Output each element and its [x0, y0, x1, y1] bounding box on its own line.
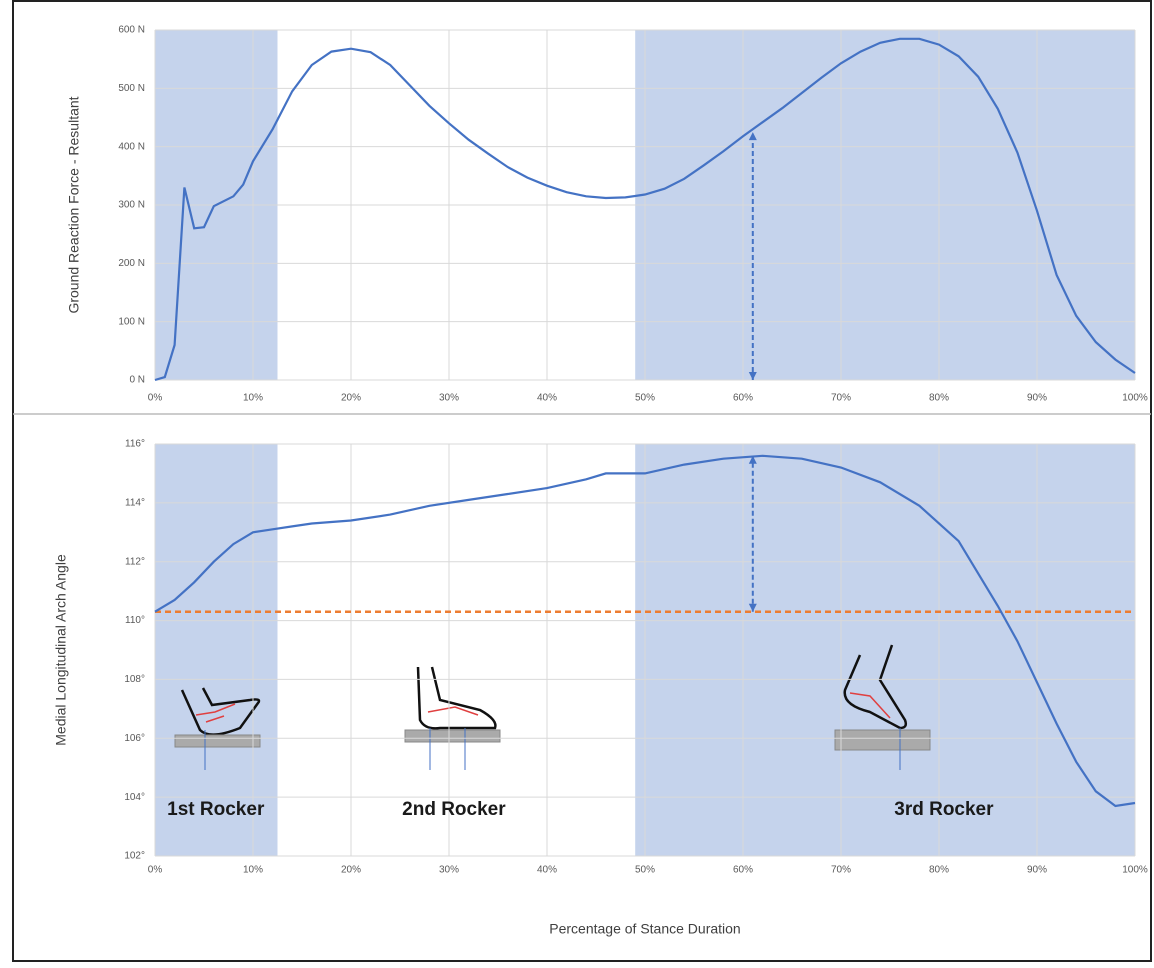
y-tick-label: 116°: [125, 439, 145, 450]
y-axis-title: Ground Reaction Force - Resultant: [66, 96, 82, 313]
foot-icon-2: [405, 667, 500, 770]
x-tick-label: 100%: [1122, 865, 1148, 876]
y-tick-label: 100 N: [118, 316, 145, 327]
x-tick-label: 10%: [243, 393, 263, 404]
x-tick-label: 90%: [1027, 865, 1047, 876]
x-tick-label: 20%: [341, 865, 361, 876]
y-tick-label: 600 N: [118, 25, 145, 36]
x-tick-label: 80%: [929, 393, 949, 404]
y-tick-label: 106°: [124, 733, 145, 744]
x-tick-label: 90%: [1027, 393, 1047, 404]
x-tick-label: 0%: [148, 393, 163, 404]
x-tick-label: 40%: [537, 865, 557, 876]
y-tick-label: 400 N: [118, 141, 145, 152]
rocker-label: 3rd Rocker: [894, 799, 994, 820]
x-tick-label: 10%: [243, 865, 263, 876]
y-tick-label: 200 N: [118, 258, 145, 269]
x-tick-label: 30%: [439, 865, 459, 876]
x-tick-label: 60%: [733, 865, 753, 876]
y-tick-label: 500 N: [118, 83, 145, 94]
y-tick-label: 102°: [124, 851, 145, 862]
chart: 0 N 100 N 200 N 300 N 400 N 500 N 600 N 0% 10% 20…: [0, 0, 1154, 963]
x-tick-label: 60%: [733, 393, 753, 404]
x-tick-label: 70%: [831, 865, 851, 876]
y-tick-label: 0 N: [129, 375, 145, 386]
y-tick-label: 104°: [124, 792, 145, 803]
y-tick-label: 108°: [124, 674, 145, 685]
x-tick-label: 100%: [1122, 393, 1148, 404]
y-tick-label: 110°: [125, 615, 145, 626]
rocker-label: 2nd Rocker: [402, 799, 506, 820]
y-tick-label: 300 N: [118, 200, 145, 211]
rocker-label: 1st Rocker: [167, 799, 265, 820]
y-tick-label: 112°: [125, 556, 145, 567]
x-tick-label: 0%: [148, 865, 163, 876]
x-tick-label: 50%: [635, 865, 655, 876]
y-tick-label: 114°: [125, 497, 145, 508]
x-tick-label: 40%: [537, 393, 557, 404]
x-tick-label: 70%: [831, 393, 851, 404]
x-tick-label: 50%: [635, 393, 655, 404]
shaded-region: [635, 444, 1135, 856]
x-tick-label: 20%: [341, 393, 361, 404]
y-axis-title: Medial Longitudinal Arch Angle: [53, 554, 69, 746]
x-tick-label: 30%: [439, 393, 459, 404]
x-tick-label: 80%: [929, 865, 949, 876]
x-axis-title: Percentage of Stance Duration: [549, 921, 740, 937]
shaded-region: [155, 444, 278, 856]
